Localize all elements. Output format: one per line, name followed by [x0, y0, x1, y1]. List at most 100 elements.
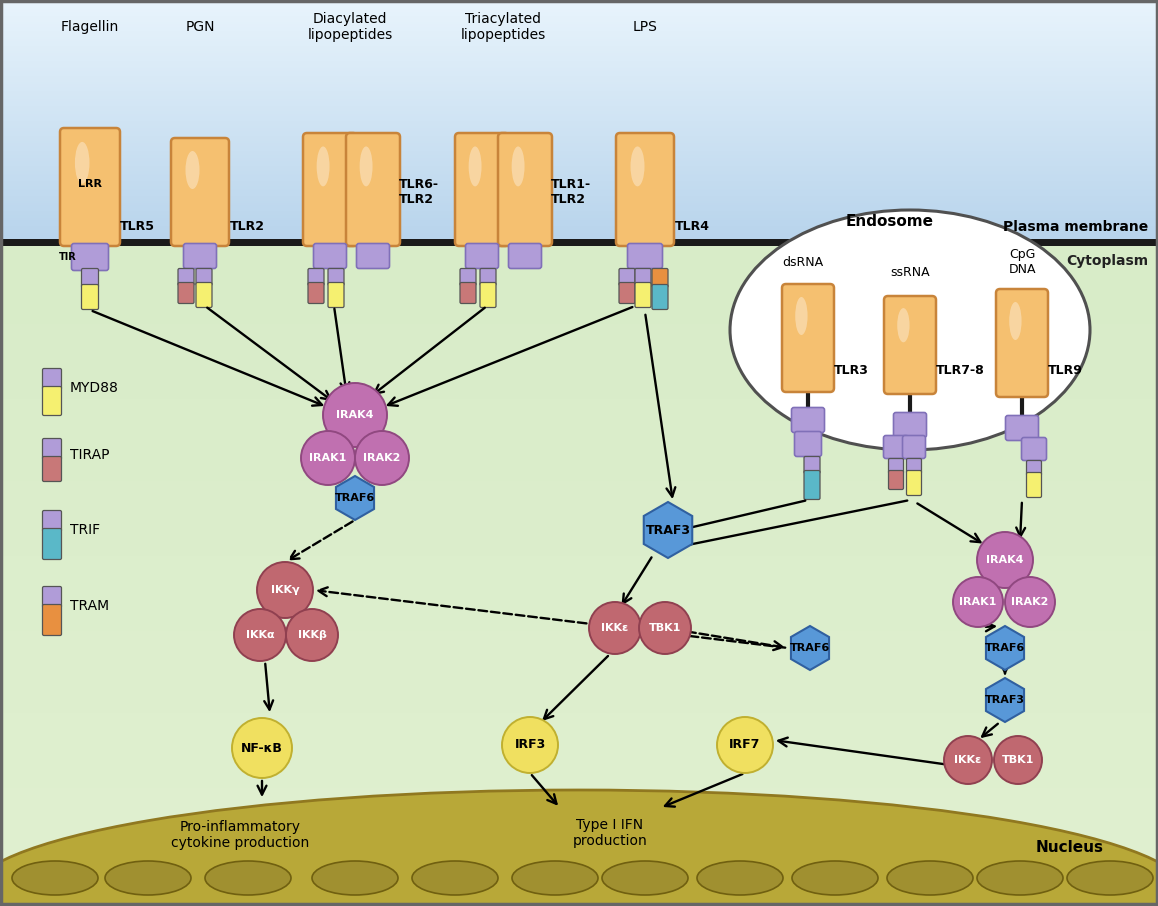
Ellipse shape — [697, 861, 783, 895]
Text: Pro-inflammatory
cytokine production: Pro-inflammatory cytokine production — [171, 820, 309, 850]
FancyBboxPatch shape — [1026, 460, 1041, 476]
Circle shape — [1005, 577, 1055, 627]
FancyBboxPatch shape — [1005, 416, 1039, 440]
FancyBboxPatch shape — [782, 284, 834, 392]
Ellipse shape — [469, 147, 482, 187]
Circle shape — [301, 431, 356, 485]
FancyBboxPatch shape — [907, 470, 922, 496]
Text: Cytoplasm: Cytoplasm — [1065, 254, 1148, 268]
Text: TLR9: TLR9 — [1048, 363, 1083, 377]
Text: IRAK4: IRAK4 — [987, 555, 1024, 565]
FancyBboxPatch shape — [794, 431, 821, 457]
Text: TRAF6: TRAF6 — [790, 643, 830, 653]
FancyBboxPatch shape — [196, 283, 212, 307]
FancyBboxPatch shape — [43, 510, 61, 532]
Text: IRAK2: IRAK2 — [364, 453, 401, 463]
Polygon shape — [985, 626, 1024, 670]
FancyBboxPatch shape — [346, 133, 400, 246]
FancyBboxPatch shape — [481, 283, 496, 307]
Circle shape — [944, 736, 992, 784]
FancyBboxPatch shape — [43, 457, 61, 481]
FancyBboxPatch shape — [804, 457, 820, 474]
Text: TLR2: TLR2 — [230, 220, 265, 234]
FancyBboxPatch shape — [652, 268, 668, 287]
Text: TLR3: TLR3 — [834, 363, 868, 377]
Text: MYD88: MYD88 — [69, 381, 119, 395]
FancyBboxPatch shape — [43, 387, 61, 416]
Bar — [0, 239, 1158, 246]
FancyBboxPatch shape — [460, 268, 476, 285]
FancyBboxPatch shape — [888, 458, 903, 474]
FancyBboxPatch shape — [196, 268, 212, 285]
Text: TRAF6: TRAF6 — [335, 493, 375, 503]
Text: LPS: LPS — [632, 20, 658, 34]
Ellipse shape — [630, 147, 645, 187]
Text: IKKε: IKKε — [954, 755, 982, 765]
FancyBboxPatch shape — [884, 436, 909, 458]
FancyBboxPatch shape — [628, 244, 662, 268]
FancyBboxPatch shape — [178, 283, 195, 304]
Text: IRAK1: IRAK1 — [959, 597, 997, 607]
Ellipse shape — [792, 861, 878, 895]
FancyBboxPatch shape — [455, 133, 510, 246]
FancyBboxPatch shape — [43, 586, 61, 608]
FancyBboxPatch shape — [43, 528, 61, 560]
Text: IKKγ: IKKγ — [271, 585, 299, 595]
Text: Triacylated
lipopeptides: Triacylated lipopeptides — [461, 12, 545, 43]
Circle shape — [639, 602, 691, 654]
Text: TBK1: TBK1 — [648, 623, 681, 633]
Ellipse shape — [796, 297, 807, 335]
FancyBboxPatch shape — [308, 283, 324, 304]
Circle shape — [994, 736, 1042, 784]
Ellipse shape — [1010, 302, 1021, 340]
FancyBboxPatch shape — [635, 283, 651, 307]
Text: dsRNA: dsRNA — [783, 255, 823, 268]
Text: IKKα: IKKα — [245, 630, 274, 640]
Ellipse shape — [730, 210, 1090, 450]
Ellipse shape — [185, 151, 199, 189]
Text: NF-κB: NF-κB — [241, 741, 283, 755]
Text: LRR: LRR — [78, 179, 102, 189]
Ellipse shape — [0, 790, 1158, 906]
FancyBboxPatch shape — [466, 244, 498, 268]
Text: TRAF3: TRAF3 — [645, 524, 690, 536]
FancyBboxPatch shape — [804, 470, 820, 499]
Text: TLR7-8: TLR7-8 — [936, 363, 984, 377]
FancyBboxPatch shape — [303, 133, 357, 246]
Ellipse shape — [316, 147, 330, 187]
Circle shape — [286, 609, 338, 661]
FancyBboxPatch shape — [357, 244, 389, 268]
FancyBboxPatch shape — [328, 268, 344, 285]
FancyBboxPatch shape — [616, 133, 674, 246]
Circle shape — [234, 609, 286, 661]
FancyBboxPatch shape — [1021, 438, 1047, 460]
FancyBboxPatch shape — [508, 244, 542, 268]
Text: IRAK4: IRAK4 — [336, 410, 374, 420]
FancyBboxPatch shape — [792, 408, 824, 432]
FancyBboxPatch shape — [328, 283, 344, 307]
FancyBboxPatch shape — [652, 284, 668, 310]
Polygon shape — [336, 476, 374, 520]
Text: ssRNA: ssRNA — [891, 265, 930, 278]
FancyBboxPatch shape — [620, 283, 635, 304]
Text: TLR4: TLR4 — [675, 220, 710, 234]
FancyBboxPatch shape — [635, 268, 651, 285]
Text: TLR6-
TLR2: TLR6- TLR2 — [400, 178, 439, 206]
Ellipse shape — [512, 147, 525, 187]
FancyBboxPatch shape — [894, 412, 926, 438]
FancyBboxPatch shape — [81, 284, 98, 310]
Text: TLR5: TLR5 — [120, 220, 155, 234]
FancyBboxPatch shape — [171, 138, 229, 246]
FancyBboxPatch shape — [43, 604, 61, 635]
FancyBboxPatch shape — [907, 458, 922, 474]
Text: TRAM: TRAM — [69, 599, 109, 613]
Ellipse shape — [360, 147, 373, 187]
Ellipse shape — [897, 308, 909, 342]
Circle shape — [503, 717, 558, 773]
FancyBboxPatch shape — [60, 128, 120, 246]
FancyBboxPatch shape — [178, 268, 195, 285]
Circle shape — [356, 431, 409, 485]
FancyBboxPatch shape — [620, 268, 635, 285]
Text: IRF7: IRF7 — [730, 738, 761, 751]
FancyBboxPatch shape — [183, 244, 217, 268]
